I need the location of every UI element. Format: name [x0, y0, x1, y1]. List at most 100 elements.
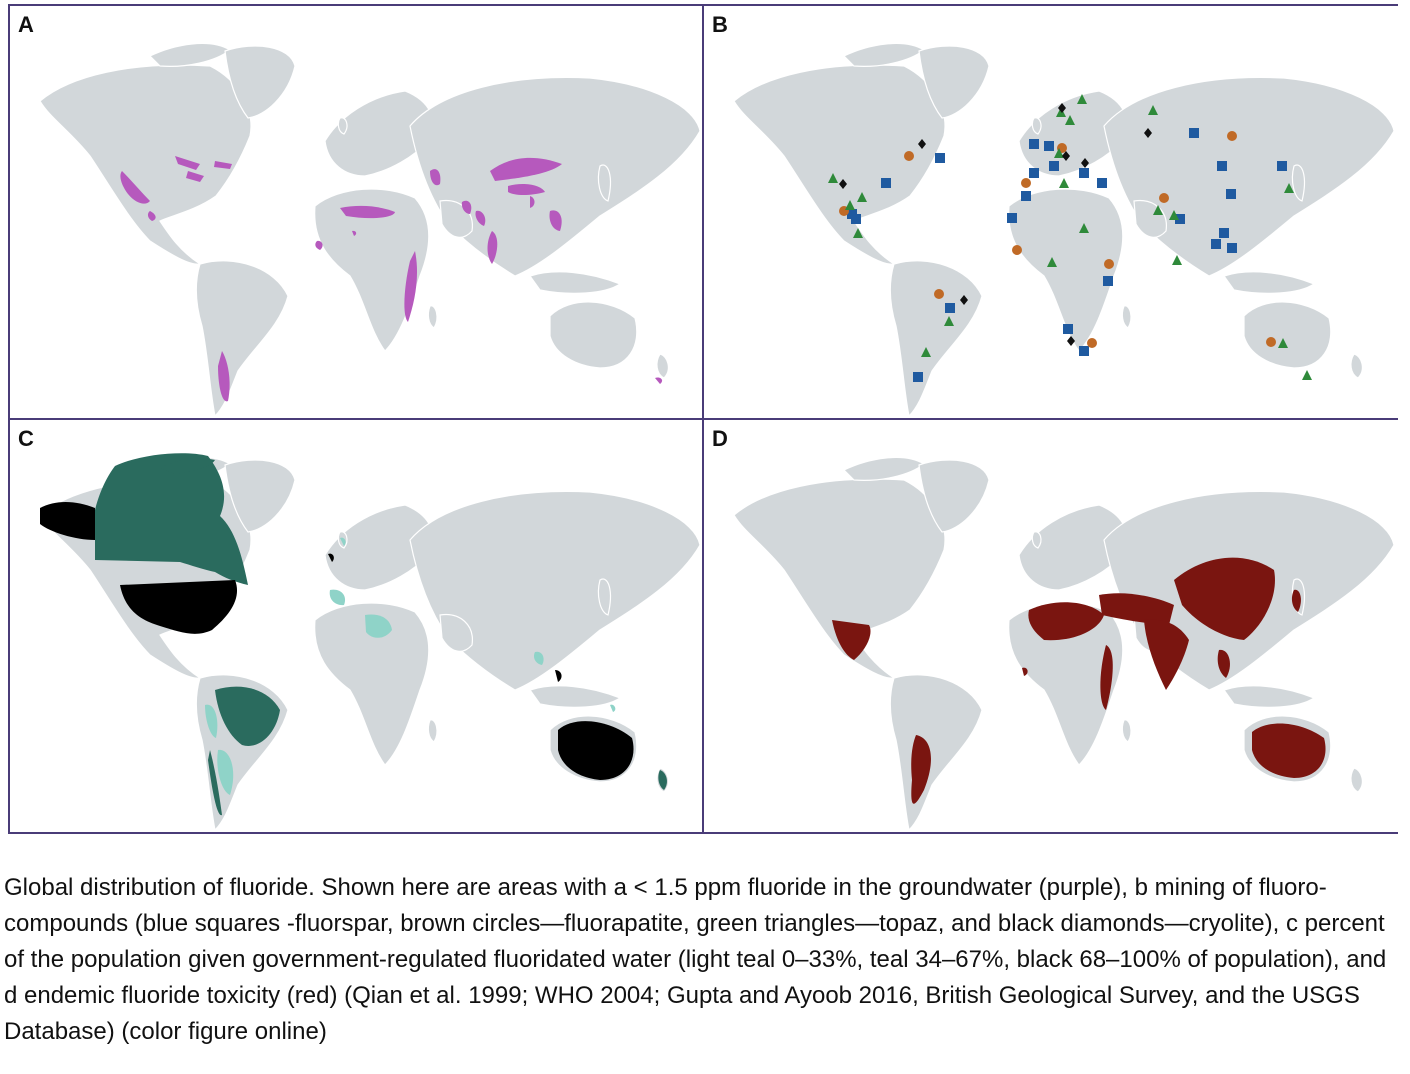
fluoridation-regions — [40, 453, 667, 816]
marker-topaz — [857, 192, 867, 202]
zone-sahara — [340, 205, 395, 219]
marker-topaz — [1284, 183, 1294, 193]
region-alaska — [40, 502, 95, 540]
marker-fluorspar — [1227, 243, 1237, 253]
zone-new-zealand — [655, 377, 663, 384]
land-madagascar — [1121, 719, 1132, 743]
land-arctic-islands — [842, 456, 926, 481]
region-argentina — [217, 749, 234, 795]
land-africa — [314, 602, 430, 766]
marker-fluorspar — [1226, 189, 1236, 199]
land-new-zealand — [1350, 353, 1363, 379]
marker-fluorspar — [1063, 324, 1073, 334]
zone-eastern-usa — [214, 161, 232, 169]
land-africa — [1008, 602, 1124, 766]
panel-a-groundwater-map: A — [10, 6, 704, 420]
zone-west-africa — [315, 240, 323, 250]
panel-label-a: A — [18, 12, 34, 37]
marker-fluorspar — [1189, 128, 1199, 138]
marker-topaz — [921, 347, 931, 357]
region-argentina — [911, 735, 931, 804]
zone-southwest-usa — [147, 211, 156, 221]
zone-central-usa-2 — [186, 171, 204, 182]
marker-fluorspar — [1175, 214, 1185, 224]
region-arctic-islands — [160, 458, 215, 474]
world-landmasses — [733, 42, 1395, 418]
region-chile — [208, 750, 222, 816]
land-arctic-islands — [148, 42, 232, 67]
panel-c-fluoridation-map: C — [10, 420, 704, 832]
land-arctic-islands — [842, 42, 926, 67]
marker-fluorspar — [847, 209, 857, 219]
region-brunei — [555, 670, 562, 682]
land-japan — [1291, 164, 1306, 202]
land-madagascar — [427, 719, 438, 743]
land-uk — [337, 117, 348, 135]
panel-d-toxicity-map: D — [704, 420, 1398, 832]
panel-label-c: C — [18, 426, 34, 451]
marker-fluorspar — [1277, 161, 1287, 171]
region-australia — [1252, 723, 1326, 778]
marker-fluorspar — [945, 303, 955, 313]
zone-middle-east-1 — [461, 200, 472, 214]
marker-fluorspar — [1079, 346, 1089, 356]
region-new-zealand — [658, 770, 667, 790]
region-japan — [1291, 589, 1301, 612]
land-greenland — [224, 45, 296, 119]
region-senegal — [1022, 667, 1028, 676]
land-indonesia — [529, 685, 622, 708]
marker-topaz — [828, 173, 838, 183]
region-australia — [558, 721, 634, 780]
land-madagascar — [427, 305, 438, 329]
region-png — [610, 704, 616, 712]
map-a — [39, 42, 701, 418]
marker-topaz — [1153, 205, 1163, 215]
marker-topaz — [1065, 115, 1075, 125]
marker-topaz — [944, 316, 954, 326]
figure-caption: Global distribution of fluoride. Shown h… — [4, 874, 1387, 1045]
region-ireland — [328, 553, 334, 562]
land-south-america — [195, 260, 289, 418]
land-australia — [549, 301, 638, 369]
region-spain — [329, 589, 346, 606]
zone-china-central — [508, 184, 545, 195]
marker-fluorspar — [1029, 139, 1039, 149]
marker-fluorapatite — [1104, 259, 1114, 269]
marker-topaz — [1278, 338, 1288, 348]
marker-fluorspar — [1007, 213, 1017, 223]
marker-fluorspar — [1079, 168, 1089, 178]
mining-markers — [828, 94, 1312, 382]
region-north-africa — [1028, 602, 1104, 641]
region-canada — [95, 453, 248, 585]
map-d — [733, 456, 1395, 832]
marker-topaz — [1059, 178, 1069, 188]
marker-fluorapatite — [1159, 193, 1169, 203]
marker-fluorspar — [1219, 228, 1229, 238]
land-north-america — [733, 64, 946, 265]
marker-fluorspar — [1097, 178, 1107, 188]
marker-fluorspar — [881, 178, 891, 188]
marker-topaz — [1169, 210, 1179, 220]
region-east-africa — [1100, 645, 1113, 710]
region-peru — [205, 704, 218, 738]
land-north-america — [733, 478, 946, 679]
land-indonesia — [1223, 271, 1316, 294]
land-asia — [409, 76, 701, 277]
zone-western-north-america — [120, 171, 150, 204]
marker-fluorapatite — [1227, 131, 1237, 141]
marker-fluorspar — [1217, 161, 1227, 171]
groundwater-fluoride-zones — [120, 156, 663, 402]
marker-fluorspar — [913, 372, 923, 382]
land-japan — [597, 578, 612, 616]
region-china — [1174, 557, 1275, 640]
land-greenland — [224, 459, 296, 533]
marker-fluorapatite — [1021, 178, 1031, 188]
land-australia — [1243, 301, 1332, 369]
land-north-america — [39, 64, 252, 265]
land-japan — [597, 164, 612, 202]
region-brazil — [215, 686, 280, 746]
marker-fluorspar — [1044, 141, 1054, 151]
marker-fluorspar — [1049, 161, 1059, 171]
marker-cryolite — [1067, 336, 1075, 346]
zone-nigeria — [352, 230, 357, 236]
